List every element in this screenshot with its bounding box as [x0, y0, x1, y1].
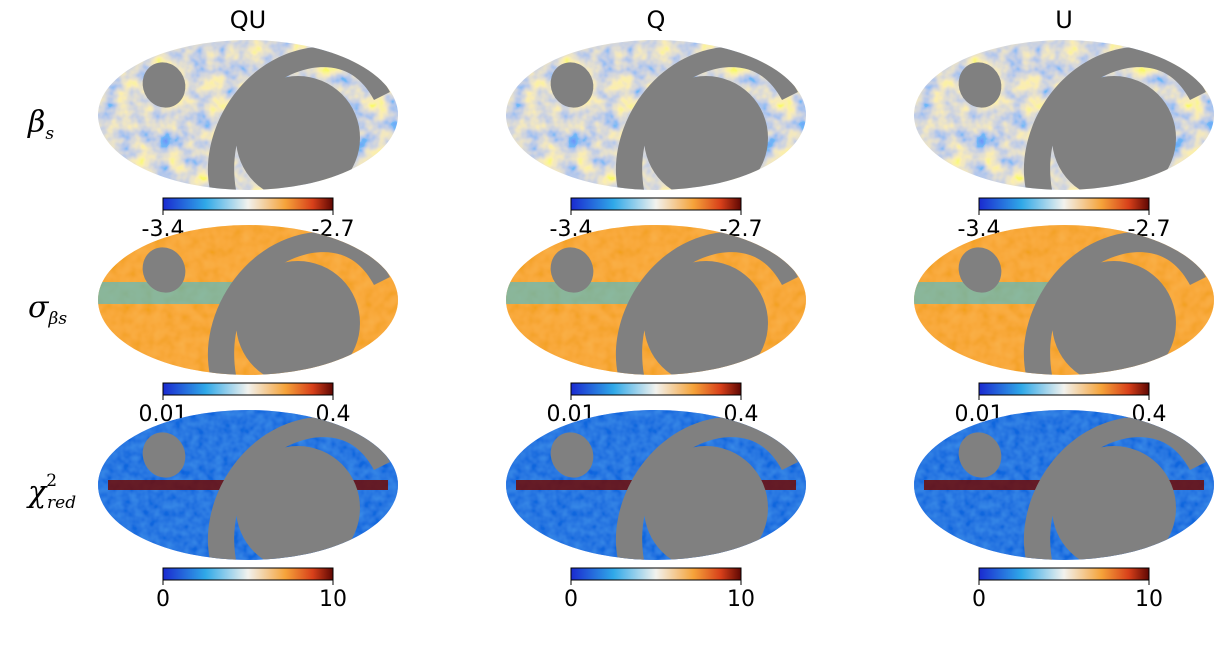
- colorbar-max-label: 10: [727, 587, 755, 612]
- colorbar: -3.4 -2.7: [958, 197, 1170, 242]
- colorbar: 0.01 0.4: [547, 382, 759, 427]
- sky-map: [98, 410, 398, 560]
- colorbar-max-label: 10: [1135, 587, 1163, 612]
- column-title: QU: [230, 6, 266, 34]
- colorbar: 0 10: [564, 567, 755, 612]
- sky-map: [914, 410, 1214, 560]
- colorbar: 0 10: [972, 567, 1163, 612]
- sky-map: [506, 40, 806, 190]
- colorbar: 0 10: [156, 567, 347, 612]
- sky-map: [506, 410, 806, 560]
- row-label: χ2 red: [26, 471, 76, 513]
- colorbar: -3.4 -2.7: [550, 197, 762, 242]
- column-title: Q: [647, 6, 666, 34]
- column-title: U: [1055, 6, 1073, 34]
- sky-map: [914, 225, 1214, 375]
- sky-map: [98, 225, 398, 375]
- colorbar: 0.01 0.4: [139, 382, 351, 427]
- colorbar-min-label: 0: [564, 587, 578, 612]
- colorbar-min-label: 0: [972, 587, 986, 612]
- row-label: σβs: [28, 290, 67, 329]
- sky-map: [98, 40, 398, 190]
- sky-map: [914, 40, 1214, 190]
- row-label: βs: [27, 105, 54, 144]
- colorbar-max-label: 10: [319, 587, 347, 612]
- colorbar-min-label: 0: [156, 587, 170, 612]
- sky-map: [506, 225, 806, 375]
- colorbar: 0.01 0.4: [955, 382, 1167, 427]
